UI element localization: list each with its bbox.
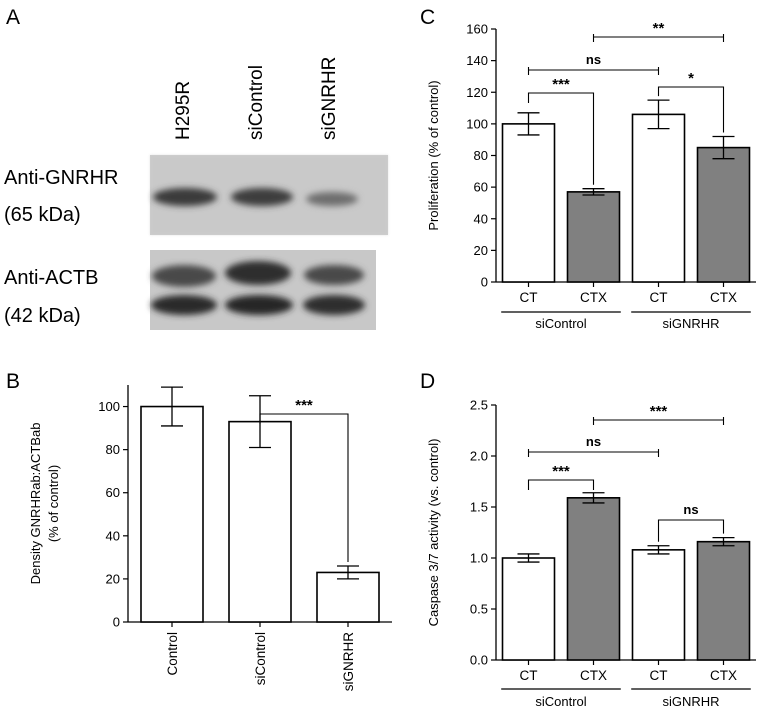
blot-lane-label-sicontrol: siControl — [246, 65, 267, 140]
y-axis-label: Caspase 3/7 activity (vs. control) — [426, 439, 441, 627]
blot-lane-label-signrhr: siGNRHR — [319, 57, 340, 140]
bar — [631, 549, 686, 661]
bar — [696, 146, 751, 283]
y-tick-label: 100 — [466, 116, 488, 131]
blot-row-label-gnrhr-size: (65 kDa) — [4, 204, 81, 226]
y-axis-label: (% of control) — [46, 465, 61, 542]
significance-label: *** — [650, 403, 668, 420]
blot-lane-label-h295r: H295R — [173, 81, 194, 140]
bar — [501, 123, 556, 283]
chart-c: 0 20 40 60 80 100 120 140 160 Proliferation (% of… — [426, 20, 756, 331]
significance-label: *** — [552, 76, 570, 93]
x-category-label: CT — [520, 290, 538, 305]
significance-label: ns — [683, 502, 698, 517]
x-category-label: siGNRHR — [341, 632, 356, 691]
y-tick-label: 120 — [466, 85, 488, 100]
y-tick-label: 40 — [474, 211, 488, 226]
significance-label: *** — [552, 463, 570, 480]
y-tick-label: 140 — [466, 53, 488, 68]
y-tick-label: 60 — [106, 485, 120, 500]
significance-bracket — [527, 92, 595, 185]
significance-label: ** — [653, 20, 665, 37]
blot-row-label-actb-size: (42 kDa) — [4, 305, 81, 327]
y-tick-label: 2.0 — [470, 449, 488, 464]
gnrhr-blot-image — [150, 155, 388, 235]
x-category-label: Control — [165, 632, 180, 676]
y-tick-label: 0.5 — [470, 602, 488, 617]
y-axis-label: Density GNRHRab:ACTBab — [28, 423, 43, 585]
x-category-label: CT — [650, 668, 668, 683]
significance-bracket — [527, 479, 595, 490]
significance-bracket — [259, 413, 349, 562]
significance-bracket — [657, 86, 725, 133]
y-tick-label: 0 — [113, 615, 120, 630]
y-axis-label: Proliferation (% of control) — [426, 80, 441, 230]
significance-bracket — [657, 519, 725, 542]
y-tick-label: 0.0 — [470, 653, 488, 668]
y-tick-label: 1.5 — [470, 500, 488, 515]
significance-bracket — [592, 417, 725, 425]
x-category-label: CTX — [580, 668, 607, 683]
significance-label: *** — [295, 397, 313, 414]
x-category-label: CT — [520, 668, 538, 683]
actb-blot-image — [150, 250, 376, 330]
bar — [631, 113, 686, 283]
chart-d: 0.0 0.5 1.0 1.5 2.0 2.5 Caspase 3/7 activity (… — [426, 398, 756, 709]
chart-b: 0 20 40 60 80 100 Density GNRHRab:ACTBab (% of … — [28, 385, 392, 691]
panel-d-letter: D — [420, 370, 435, 393]
significance-bracket — [527, 449, 660, 457]
bar — [566, 497, 621, 661]
y-tick-label: 80 — [474, 148, 488, 163]
group-label: siControl — [535, 694, 586, 709]
x-category-label: CT — [650, 290, 668, 305]
y-tick-label: 100 — [98, 399, 120, 414]
y-tick-label: 40 — [106, 528, 120, 543]
bar — [566, 191, 621, 283]
bar — [316, 571, 380, 623]
x-category-label: siControl — [253, 632, 268, 685]
panel-b-letter: B — [6, 370, 20, 393]
x-category-label: CTX — [710, 290, 737, 305]
y-tick-label: 60 — [474, 180, 488, 195]
y-tick-label: 2.5 — [470, 398, 488, 413]
group-label: siControl — [535, 316, 586, 331]
y-tick-label: 0 — [481, 275, 488, 290]
bar — [140, 405, 204, 623]
panel-a-letter: A — [6, 6, 20, 29]
bar — [228, 420, 292, 623]
x-category-label: CTX — [580, 290, 607, 305]
significance-label: ns — [586, 52, 601, 67]
significance-bracket — [592, 34, 725, 42]
significance-label: * — [688, 70, 694, 87]
panel-c-letter: C — [420, 6, 435, 29]
significance-bracket — [527, 67, 660, 75]
y-tick-label: 20 — [474, 243, 488, 258]
blot-row-label-actb: Anti-ACTB — [4, 267, 98, 289]
bar — [501, 557, 556, 661]
y-tick-label: 1.0 — [470, 551, 488, 566]
bar — [696, 540, 751, 661]
blot-row-label-gnrhr: Anti-GNRHR — [4, 167, 118, 189]
y-tick-label: 80 — [106, 442, 120, 457]
y-tick-label: 20 — [106, 571, 120, 586]
western-blot: H295R siControl siGNRHR Anti-GNRHR (65 k… — [4, 57, 388, 330]
x-category-label: CTX — [710, 668, 737, 683]
significance-label: ns — [586, 434, 601, 449]
y-tick-label: 160 — [466, 22, 488, 37]
group-label: siGNRHR — [662, 694, 719, 709]
group-label: siGNRHR — [662, 316, 719, 331]
